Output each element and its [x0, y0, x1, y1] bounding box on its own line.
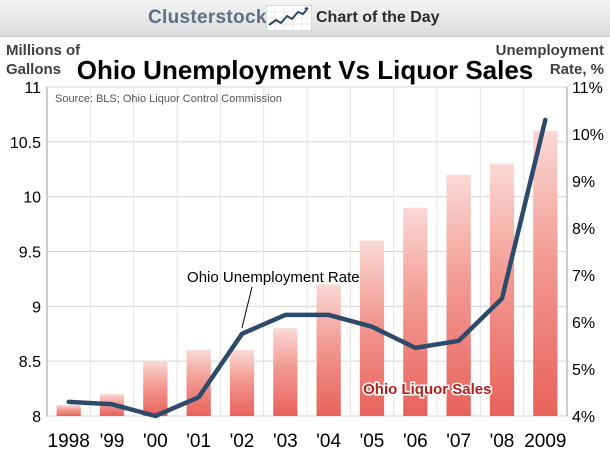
left-tick-label: 8.5: [19, 354, 41, 371]
bar: [273, 328, 298, 416]
x-tick-label: '02: [230, 431, 255, 452]
annotation-leader: [241, 286, 253, 328]
line-annotation: Ohio Unemployment Rate: [187, 269, 360, 286]
left-tick-label: 9.5: [19, 245, 41, 262]
bar: [533, 130, 558, 416]
x-tick-label: '05: [360, 431, 385, 452]
right-tick-label: 7%: [572, 268, 595, 285]
x-tick-label: '01: [186, 431, 211, 452]
x-tick-label: '03: [273, 431, 298, 452]
right-tick-label: 6%: [572, 315, 595, 332]
bar: [56, 405, 81, 416]
x-tick-label: 1998: [48, 431, 90, 452]
x-tick-label: '08: [490, 431, 515, 452]
right-axis-label: Unemployment Rate, %: [496, 41, 604, 79]
right-tick-label: 4%: [572, 409, 595, 426]
left-tick-label: 9: [32, 299, 41, 316]
right-tick-label: 8%: [572, 221, 595, 238]
right-tick-label: 10%: [572, 127, 604, 144]
left-axis-label-line: Gallons: [6, 61, 62, 78]
x-tick-label: '04: [316, 431, 341, 452]
right-axis-label-line: Rate, %: [549, 61, 604, 78]
left-tick-label: 11: [24, 80, 41, 97]
left-tick-label: 10.5: [10, 135, 41, 152]
left-axis-label-line: Millions of: [6, 42, 81, 59]
bar: [316, 284, 341, 416]
x-tick-label: 2009: [524, 431, 566, 452]
right-tick-label: 11%: [572, 80, 603, 97]
bar-annotation: Ohio Liquor Sales: [363, 381, 491, 398]
left-axis-label: Millions of Gallons: [6, 41, 80, 79]
rising-chart-icon: [266, 5, 312, 31]
source-note: Source: BLS; Ohio Liquor Control Commiss…: [55, 93, 282, 105]
brand-tagline: Chart of the Day: [316, 9, 440, 26]
right-tick-label: 9%: [572, 174, 595, 191]
x-tick-label: '00: [143, 431, 168, 452]
right-axis-label-line: Unemployment: [495, 42, 604, 59]
bar: [143, 361, 168, 416]
left-tick-label: 8: [32, 409, 41, 426]
header-banner: Clusterstock Chart of the Day: [0, 0, 610, 37]
chart-title: Ohio Unemployment Vs Liquor Sales: [76, 55, 534, 85]
x-tick-label: '07: [446, 431, 471, 452]
x-tick-label: '06: [403, 431, 428, 452]
brand-name: Clusterstock: [148, 7, 267, 28]
bar: [229, 350, 255, 416]
left-tick-label: 10: [23, 190, 41, 207]
x-tick-label: '99: [100, 431, 125, 452]
bar: [403, 207, 428, 416]
bar: [446, 174, 471, 416]
right-tick-label: 5%: [572, 362, 595, 379]
unemployment-line: [66, 117, 548, 419]
